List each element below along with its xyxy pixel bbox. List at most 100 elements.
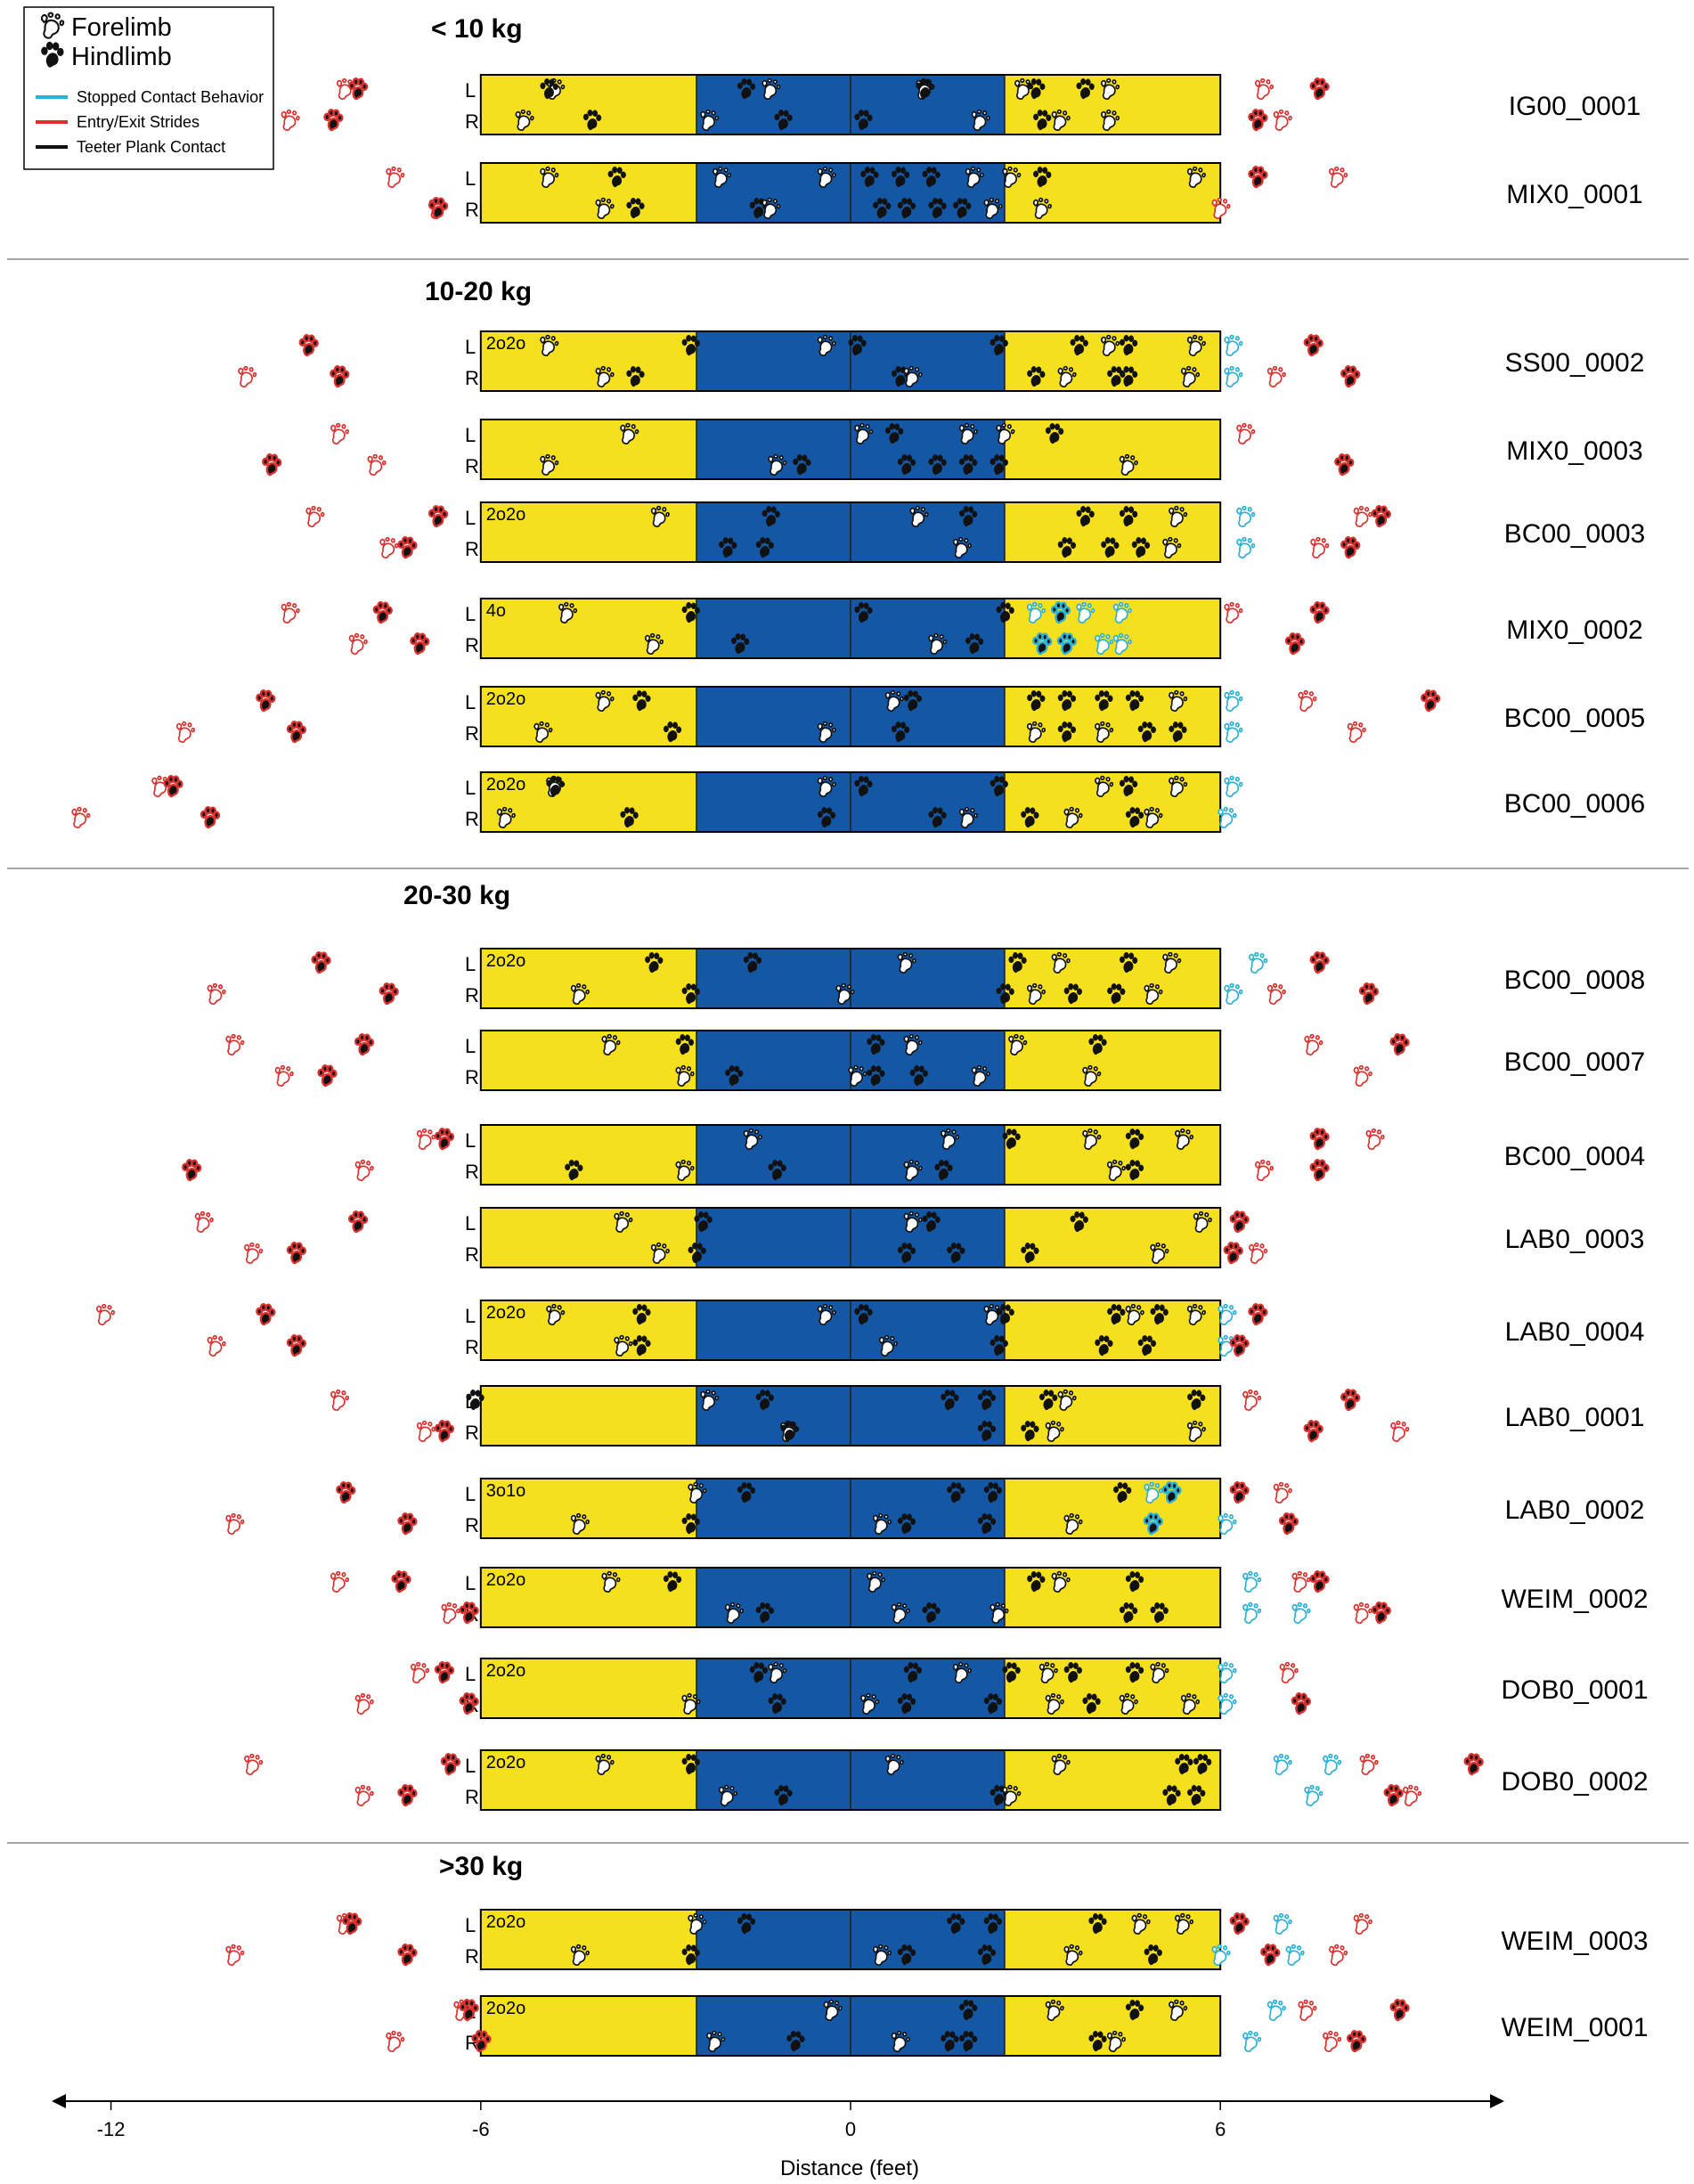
right-forelimb-paw-icon <box>1266 365 1286 388</box>
left-limb-label: L <box>465 1914 476 1936</box>
right-hindlimb-paw-icon <box>1223 1241 1243 1265</box>
group-label: 20-30 kg <box>403 881 510 910</box>
group-labels: < 10 kg 10-20 kg 20-30 kg >30 kg <box>403 14 532 1881</box>
right-hindlimb-paw-icon <box>1248 108 1268 132</box>
left-forelimb-paw-icon <box>1254 77 1275 101</box>
right-forelimb-paw-icon <box>1291 1601 1311 1625</box>
right-limb-label: R <box>465 1514 479 1536</box>
right-forelimb-paw-icon <box>416 1420 436 1443</box>
plank-segment <box>696 1749 851 1811</box>
right-hindlimb-paw-icon <box>1334 452 1355 477</box>
left-hindlimb-paw-icon <box>1248 165 1268 189</box>
plank-segment <box>850 1995 1006 2057</box>
right-forelimb-paw-icon <box>1285 1944 1305 1967</box>
left-forelimb-paw-icon <box>1218 1661 1237 1684</box>
left-forelimb-paw-icon <box>1224 775 1243 798</box>
right-limb-label: R <box>465 199 479 221</box>
plank-segment <box>850 598 1006 659</box>
right-forelimb-paw-icon <box>1390 1420 1410 1443</box>
plank-segment <box>850 1207 1006 1268</box>
plank-segment <box>850 330 1006 392</box>
left-forelimb-paw-icon <box>1242 1389 1262 1412</box>
plank-segment <box>850 771 1006 833</box>
right-forelimb-paw-icon <box>207 1334 226 1357</box>
left-forelimb-paw-icon <box>1298 1999 1317 2022</box>
dog-row-bc00_0003: LR 2o2o BC00_0003 <box>305 501 1645 563</box>
dog-id-label: BC00_0005 <box>1504 704 1645 733</box>
dog-id-label: LAB0_0004 <box>1505 1317 1645 1347</box>
right-forelimb-paw-icon <box>354 1692 374 1715</box>
left-forelimb-paw-icon <box>1323 1753 1342 1776</box>
right-hindlimb-paw-icon <box>200 805 221 829</box>
left-hindlimb-paw-icon <box>1309 600 1330 624</box>
right-limb-label: R <box>465 1066 479 1088</box>
plank-segment <box>696 1478 851 1539</box>
plank-outline <box>479 1124 1222 1186</box>
dog-id-label: DOB0_0001 <box>1501 1675 1648 1705</box>
left-hindlimb-paw-icon <box>336 1480 356 1504</box>
left-hindlimb-paw-icon <box>1303 333 1323 357</box>
dog-id-label: WEIM_0001 <box>1501 2013 1648 2042</box>
right-hindlimb-paw-icon <box>1340 535 1361 559</box>
plank-segment <box>850 1124 1006 1186</box>
behavior-note: 3o1o <box>486 1481 526 1501</box>
right-limb-label: R <box>465 1786 479 1808</box>
right-hindlimb-paw-icon <box>286 720 307 744</box>
dog-row-ss00_0002: LR 2o2o SS00_0002 <box>238 330 1644 392</box>
plank-outline <box>479 598 1222 659</box>
right-hindlimb-paw-icon <box>1309 1158 1330 1182</box>
dog-id-label: BC00_0003 <box>1504 519 1645 549</box>
dog-id-label: WEIM_0003 <box>1501 1927 1648 1956</box>
x-axis-left-arrow <box>52 2094 66 2108</box>
right-forelimb-paw-icon <box>1248 1242 1268 1265</box>
left-limb-label: L <box>465 1129 476 1152</box>
right-limb-label: R <box>465 1336 479 1358</box>
right-hindlimb-paw-icon <box>261 452 282 477</box>
right-forelimb-paw-icon <box>1236 536 1256 559</box>
left-limb-label: L <box>465 507 476 529</box>
plank-outline <box>479 1478 1222 1539</box>
plank-outline <box>479 1385 1222 1446</box>
dog-row-bc00_0004: LR BC00_0004 <box>182 1124 1645 1186</box>
right-forelimb-paw-icon <box>238 365 257 388</box>
left-forelimb-paw-icon <box>410 1661 430 1684</box>
right-forelimb-paw-icon <box>1218 1692 1237 1715</box>
left-limb-label: L <box>465 1483 476 1505</box>
plank-segment <box>1004 419 1221 480</box>
right-forelimb-paw-icon <box>281 109 300 132</box>
legend-line-items: Stopped Contact Behavior Entry/Exit Strid… <box>36 88 264 156</box>
plank-segment <box>696 330 851 392</box>
right-hindlimb-paw-icon <box>1371 1601 1392 1625</box>
left-limb-label: L <box>465 336 476 358</box>
right-forelimb-paw-icon <box>348 632 368 656</box>
left-forelimb-paw-icon <box>1273 1481 1292 1504</box>
dog-id-label: BC00_0004 <box>1504 1142 1645 1171</box>
right-hindlimb-paw-icon <box>379 982 399 1006</box>
plank-segment <box>850 501 1006 563</box>
right-limb-label: R <box>465 110 479 133</box>
right-forelimb-paw-icon <box>1242 1601 1262 1625</box>
plank-segment <box>696 1300 851 1361</box>
left-limb-label: L <box>465 79 476 102</box>
plank-outline <box>479 1658 1222 1719</box>
plank-outline <box>479 162 1222 224</box>
left-forelimb-paw-icon <box>1266 1999 1286 2022</box>
dog-id-label: LAB0_0002 <box>1505 1495 1645 1525</box>
left-forelimb-paw-icon <box>1328 166 1348 189</box>
right-forelimb-paw-icon <box>1347 721 1366 744</box>
behavior-note: 4o <box>486 601 506 621</box>
left-hindlimb-paw-icon <box>354 1032 375 1056</box>
left-forelimb-paw-icon <box>225 1033 245 1056</box>
right-hindlimb-paw-icon <box>317 1063 338 1088</box>
left-hindlimb-paw-icon <box>1463 1752 1484 1776</box>
dog-row-dob0_0002: LR 2o2o DOB0_0002 <box>244 1749 1649 1811</box>
right-forelimb-paw-icon <box>1402 1784 1422 1807</box>
left-forelimb-paw-icon <box>305 505 325 528</box>
left-forelimb-paw-icon <box>1242 1570 1262 1593</box>
plank-segment <box>480 686 697 747</box>
plank-outline <box>479 1300 1222 1361</box>
right-forelimb-paw-icon <box>1224 982 1243 1006</box>
left-forelimb-paw-icon <box>1236 422 1256 445</box>
legend-label: Stopped Contact Behavior <box>77 88 264 106</box>
